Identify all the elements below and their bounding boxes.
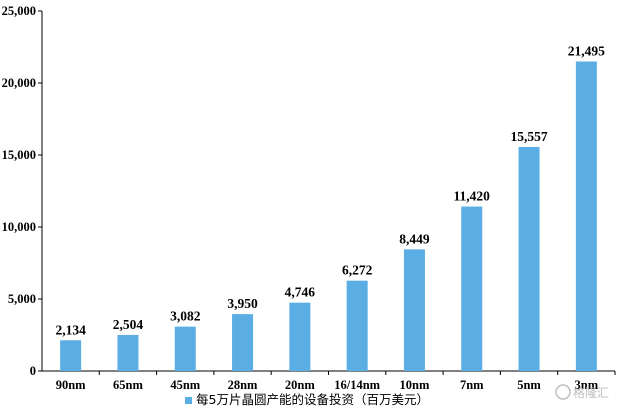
x-tick-label: 45nm <box>170 378 200 392</box>
y-tick-label: 25,000 <box>2 4 36 18</box>
data-label-group: 2,134 2,504 3,082 3,950 4,746 6,272 8,449 11,42… <box>55 43 605 337</box>
y-tick-label: 10,000 <box>2 220 36 234</box>
legend: 每5万片晶圆产能的设备投资（百万美元） <box>185 392 429 407</box>
watermark-logo-icon <box>555 384 571 400</box>
data-label: 3,082 <box>170 309 201 324</box>
x-tick-label: 5nm <box>517 378 541 392</box>
bar-90nm <box>60 340 82 371</box>
bar-5nm <box>518 146 540 371</box>
data-label: 8,449 <box>399 231 430 246</box>
y-tick-group: 0 5,000 10,000 15,000 20,000 25,000 <box>2 4 42 378</box>
bar-65nm <box>117 334 139 371</box>
x-tick-label: 7nm <box>460 378 484 392</box>
y-tick-label: 15,000 <box>2 148 36 162</box>
x-tick-label: 90nm <box>56 378 86 392</box>
bar-28nm <box>232 314 254 371</box>
y-tick-label: 5,000 <box>8 292 36 306</box>
data-label: 11,420 <box>454 189 491 204</box>
bar-series <box>60 61 597 372</box>
bar-20nm <box>289 302 311 371</box>
x-tick-label: 28nm <box>228 378 258 392</box>
bar-7nm <box>461 206 483 371</box>
x-tick-label: 20nm <box>285 378 315 392</box>
data-label: 2,504 <box>113 317 144 332</box>
legend-swatch <box>185 397 192 404</box>
data-label: 3,950 <box>227 296 258 311</box>
y-tick-label: 0 <box>30 364 36 378</box>
data-label: 15,557 <box>510 129 547 144</box>
x-tick-group: 90nm 65nm 45nm 28nm 20nm 16/14nm 10nm 7nm 5nm 3nm <box>56 371 616 392</box>
data-label: 6,272 <box>342 263 373 278</box>
x-tick-label: 3nm <box>575 378 599 392</box>
bar-3nm <box>575 61 597 372</box>
data-label: 21,495 <box>568 43 605 58</box>
watermark-text: 格隆汇 <box>573 385 609 400</box>
bar-16/14nm <box>346 280 368 371</box>
x-tick-label: 16/14nm <box>334 378 380 392</box>
x-tick-label: 65nm <box>113 378 143 392</box>
legend-label: 每5万片晶圆产能的设备投资（百万美元） <box>196 392 429 407</box>
data-label: 2,134 <box>55 322 86 337</box>
bar-10nm <box>403 249 425 371</box>
x-tick-label: 10nm <box>400 378 430 392</box>
y-tick-label: 20,000 <box>2 76 36 90</box>
bar-45nm <box>174 326 196 371</box>
watermark: 格隆汇 <box>555 384 609 400</box>
data-label: 4,746 <box>285 285 316 300</box>
